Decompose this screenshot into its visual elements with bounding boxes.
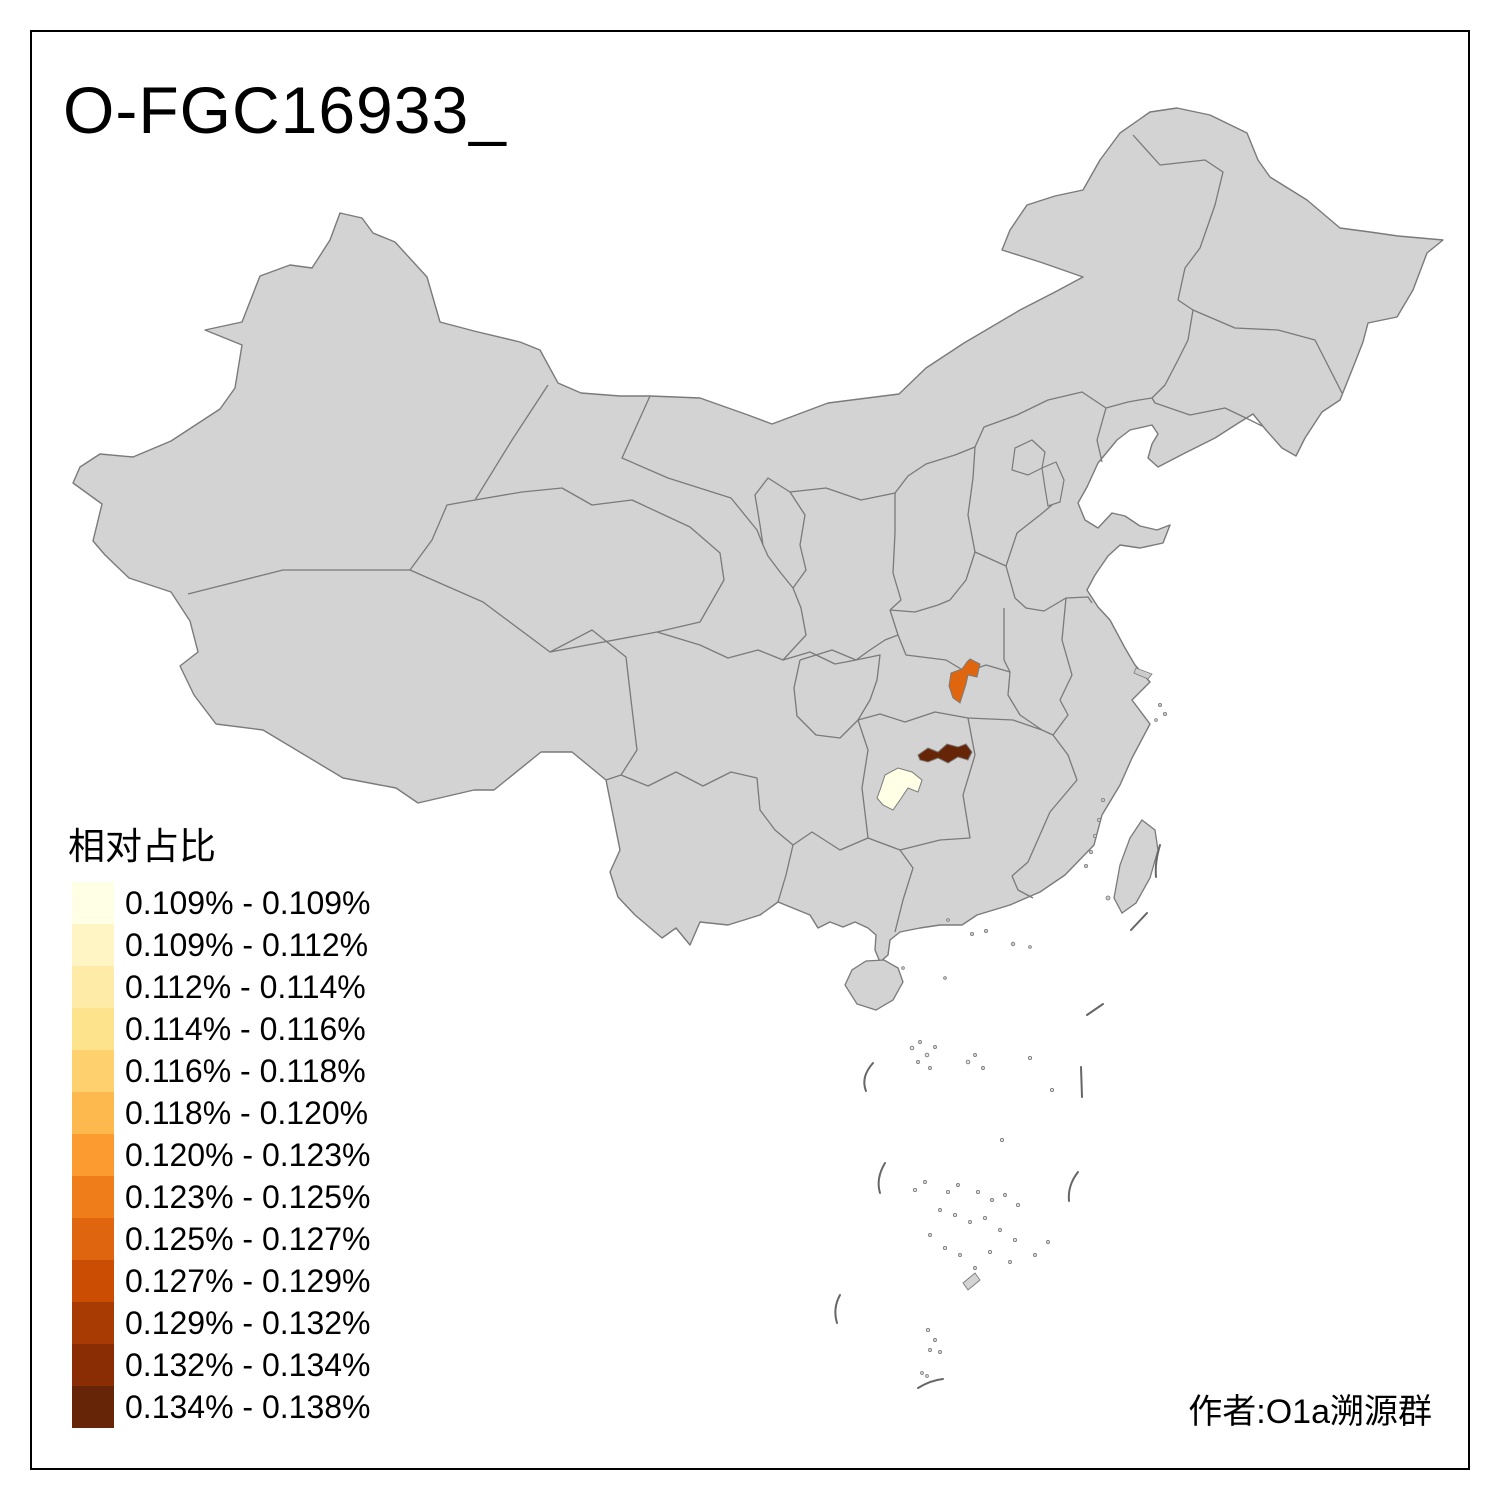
legend-row: 0.129% - 0.132% — [72, 1302, 371, 1344]
legend-row: 0.123% - 0.125% — [72, 1176, 371, 1218]
legend-swatch — [72, 1218, 114, 1260]
legend-swatch — [72, 1092, 114, 1134]
attribution-text: 作者:O1a溯源群 — [1188, 1393, 1432, 1431]
legend-swatch — [72, 924, 114, 966]
legend-row: 0.116% - 0.118% — [72, 1050, 371, 1092]
legend-range-label: 0.109% - 0.112% — [125, 926, 369, 963]
legend-swatch — [72, 1050, 114, 1092]
legend-range-label: 0.134% - 0.138% — [125, 1388, 371, 1425]
legend-row: 0.125% - 0.127% — [72, 1218, 371, 1260]
legend-swatch — [72, 1344, 114, 1386]
nine-dash-line — [834, 844, 1161, 1389]
highlight-region-hunan-light — [876, 767, 923, 811]
legend-range-label: 0.129% - 0.132% — [125, 1304, 371, 1341]
legend-swatch — [72, 1260, 114, 1302]
legend-swatch — [72, 1386, 114, 1428]
legend-row: 0.109% - 0.112% — [72, 924, 371, 966]
highlight-region-hunan-dark — [917, 743, 973, 764]
hainan-island — [844, 959, 904, 1011]
legend-row: 0.109% - 0.109% — [72, 882, 371, 924]
legend-swatch — [72, 882, 114, 924]
legend-swatch — [72, 1134, 114, 1176]
legend-row: 0.132% - 0.134% — [72, 1344, 371, 1386]
legend-title: 相对占比 — [68, 826, 216, 867]
coastal-islets — [901, 667, 1168, 980]
south-china-sea-islands — [909, 1040, 1055, 1378]
legend-range-label: 0.123% - 0.125% — [125, 1178, 371, 1215]
legend-range-label: 0.114% - 0.116% — [125, 1010, 366, 1047]
highlight-region-hubei — [948, 658, 981, 704]
legend-row: 0.127% - 0.129% — [72, 1260, 371, 1302]
legend-range-label: 0.118% - 0.120% — [125, 1094, 369, 1131]
beijing-tianjin-borders — [1011, 439, 1065, 507]
legend-range-label: 0.120% - 0.123% — [125, 1136, 371, 1173]
legend-row: 0.134% - 0.138% — [72, 1386, 371, 1428]
page-title: O-FGC16933_ — [63, 73, 507, 147]
legend-range-label: 0.132% - 0.134% — [125, 1346, 371, 1383]
legend-range-label: 0.109% - 0.109% — [125, 884, 371, 921]
province-borders — [187, 134, 1343, 933]
legend-range-label: 0.116% - 0.118% — [125, 1052, 366, 1089]
legend-row: 0.118% - 0.120% — [72, 1092, 371, 1134]
china-outline — [72, 107, 1444, 963]
legend-row: 0.112% - 0.114% — [72, 966, 371, 1008]
legend-range-label: 0.112% - 0.114% — [125, 968, 366, 1005]
legend-swatch — [72, 1176, 114, 1218]
legend-swatch — [72, 1302, 114, 1344]
legend-items: 0.109% - 0.109% 0.109% - 0.112% 0.112% - 0… — [72, 882, 371, 1428]
legend-row: 0.114% - 0.116% — [72, 1008, 371, 1050]
legend-row: 0.120% - 0.123% — [72, 1134, 371, 1176]
legend: 相对占比 0.109% - 0.109% 0.109% - 0.112% 0.112… — [68, 816, 371, 1428]
legend-range-label: 0.127% - 0.129% — [125, 1262, 371, 1299]
legend-range-label: 0.125% - 0.127% — [125, 1220, 371, 1257]
taiwan-island — [1113, 819, 1159, 914]
legend-swatch — [72, 1008, 114, 1050]
legend-swatch — [72, 966, 114, 1008]
